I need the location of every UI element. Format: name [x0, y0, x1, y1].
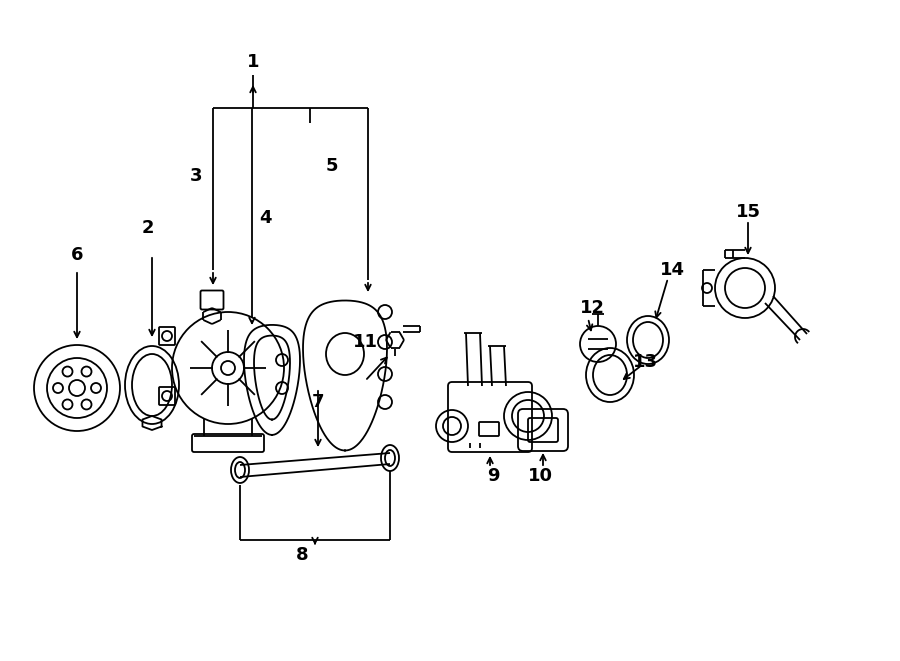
Text: 5: 5	[326, 157, 338, 175]
Text: 9: 9	[487, 467, 500, 485]
Text: 13: 13	[633, 353, 658, 371]
Text: 14: 14	[660, 261, 685, 279]
Text: 4: 4	[259, 209, 271, 227]
Text: 6: 6	[71, 246, 83, 264]
Text: 7: 7	[311, 393, 324, 411]
Text: 2: 2	[142, 219, 154, 237]
Text: 1: 1	[247, 53, 259, 71]
Text: 12: 12	[580, 299, 605, 317]
Text: 3: 3	[190, 167, 203, 185]
Text: 15: 15	[735, 203, 760, 221]
Text: 11: 11	[353, 333, 377, 351]
Text: 10: 10	[527, 467, 553, 485]
Text: 8: 8	[296, 546, 309, 564]
